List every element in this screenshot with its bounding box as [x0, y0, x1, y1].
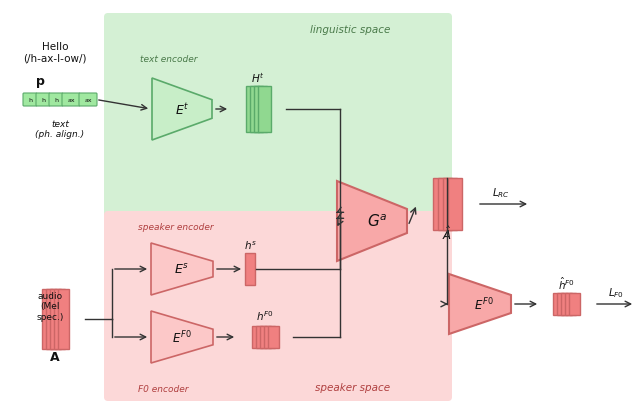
FancyBboxPatch shape: [49, 94, 63, 107]
Text: $E^{F0}$: $E^{F0}$: [172, 329, 192, 346]
Text: F0 encoder: F0 encoder: [138, 384, 189, 393]
Text: $E^s$: $E^s$: [175, 262, 189, 276]
Bar: [557, 293, 568, 315]
FancyBboxPatch shape: [23, 94, 37, 107]
FancyBboxPatch shape: [104, 211, 452, 401]
Text: ax: ax: [84, 98, 92, 103]
Text: Hello
(/h-ax-l-ow/): Hello (/h-ax-l-ow/): [23, 42, 87, 63]
Bar: [433, 179, 447, 230]
Bar: [442, 179, 456, 230]
Text: $E^{F0}$: $E^{F0}$: [474, 296, 494, 312]
Bar: [45, 289, 56, 349]
Text: $G^a$: $G^a$: [367, 213, 387, 230]
Polygon shape: [151, 243, 213, 295]
Bar: [252, 326, 262, 348]
Text: A: A: [50, 351, 60, 364]
Bar: [552, 293, 563, 315]
Bar: [564, 293, 575, 315]
FancyBboxPatch shape: [104, 14, 452, 225]
Polygon shape: [337, 182, 407, 261]
Text: speaker space: speaker space: [315, 382, 390, 392]
Bar: [255, 326, 266, 348]
Bar: [54, 289, 65, 349]
Text: $\hat{h}^{F0}$: $\hat{h}^{F0}$: [557, 275, 575, 292]
Bar: [250, 87, 262, 133]
Text: linguistic space: linguistic space: [310, 25, 390, 35]
Bar: [42, 289, 52, 349]
Text: $h^s$: $h^s$: [243, 239, 257, 252]
Text: $L_{F0}$: $L_{F0}$: [608, 285, 624, 299]
Bar: [246, 87, 259, 133]
Bar: [264, 326, 275, 348]
Bar: [245, 254, 255, 285]
Bar: [259, 326, 271, 348]
Text: h: h: [28, 98, 32, 103]
Bar: [58, 289, 68, 349]
Bar: [561, 293, 572, 315]
Bar: [447, 179, 461, 230]
Text: $E^t$: $E^t$: [175, 102, 189, 117]
Text: audio
(Mel
spec.): audio (Mel spec.): [36, 291, 64, 321]
Bar: [438, 179, 451, 230]
Bar: [257, 87, 271, 133]
Bar: [49, 289, 61, 349]
FancyBboxPatch shape: [36, 94, 50, 107]
Text: $h^{F0}$: $h^{F0}$: [256, 308, 274, 322]
Polygon shape: [449, 274, 511, 334]
Text: $\hat{A}$: $\hat{A}$: [442, 225, 452, 243]
Text: p: p: [36, 75, 44, 88]
Bar: [568, 293, 579, 315]
FancyBboxPatch shape: [79, 94, 97, 107]
Polygon shape: [151, 311, 213, 363]
Bar: [253, 87, 266, 133]
Text: $L_{RC}$: $L_{RC}$: [492, 186, 510, 200]
Text: text
(ph. align.): text (ph. align.): [35, 120, 84, 139]
Text: ax: ax: [67, 98, 75, 103]
Text: text encoder: text encoder: [140, 55, 198, 64]
Text: h: h: [41, 98, 45, 103]
Text: speaker encoder: speaker encoder: [138, 223, 214, 232]
FancyBboxPatch shape: [62, 94, 80, 107]
Polygon shape: [152, 79, 212, 141]
Bar: [268, 326, 278, 348]
Text: $H^t$: $H^t$: [251, 71, 265, 85]
Text: h: h: [54, 98, 58, 103]
